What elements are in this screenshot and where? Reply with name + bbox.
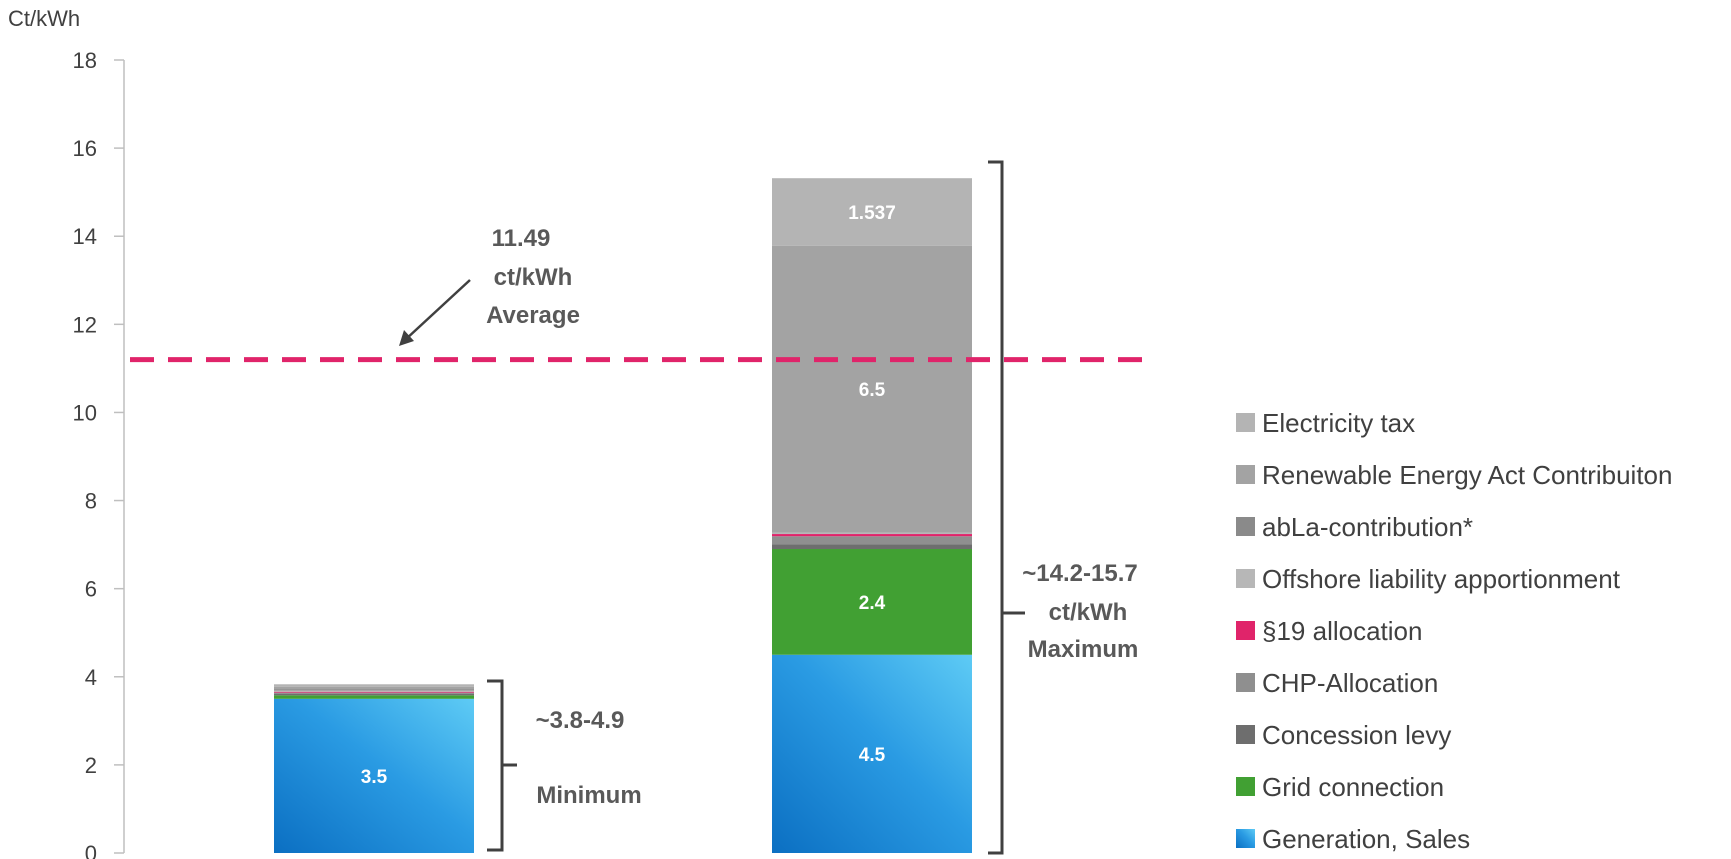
minimum-bracket: ~3.8-4.9 Minimum — [487, 679, 642, 852]
legend-item-label: CHP-Allocation — [1262, 668, 1438, 698]
legend-swatch — [1236, 621, 1255, 640]
maximum-bracket: ~14.2-15.7 ct/kWh Maximum — [988, 160, 1139, 855]
legend-item-label: Generation, Sales — [1262, 824, 1470, 854]
bar-segment — [772, 549, 972, 655]
y-axis-label: Ct/kWh — [8, 6, 80, 31]
y-tick-label: 18 — [73, 48, 97, 73]
bar-segment — [274, 684, 474, 687]
bar-segment — [772, 178, 972, 246]
minimum-label: Minimum — [536, 782, 641, 809]
legend-swatch — [1236, 569, 1255, 588]
legend-swatch — [1236, 465, 1255, 484]
bar-segment — [274, 686, 474, 690]
bar-segment — [772, 534, 972, 537]
y-tick-label: 10 — [73, 400, 97, 425]
bars — [274, 178, 972, 853]
y-tick-label: 14 — [73, 224, 97, 249]
y-axis: 0 2 4 6 8 10 12 14 16 18 — [73, 48, 125, 859]
bar-segment — [274, 691, 474, 693]
legend-swatch — [1236, 413, 1255, 432]
data-label: 2.4 — [859, 593, 886, 614]
bar-segment — [772, 245, 972, 533]
legend-swatch — [1236, 777, 1255, 796]
y-tick-label: 6 — [85, 577, 97, 602]
legend-item-label: §19 allocation — [1262, 616, 1422, 646]
bar-segment — [274, 693, 474, 696]
maximum-range: ~14.2-15.7 — [1022, 560, 1137, 587]
legend-swatch — [1236, 725, 1255, 744]
y-tick-label: 0 — [85, 841, 97, 859]
legend: Electricity tax Renewable Energy Act Cont… — [1236, 408, 1672, 854]
maximum-label: Maximum — [1028, 636, 1139, 663]
y-tick-label: 2 — [85, 753, 97, 778]
bar-segment — [772, 536, 972, 545]
average-unit: ct/kWh — [494, 264, 573, 291]
bar-segment — [772, 532, 972, 535]
bar-segment — [274, 689, 474, 691]
bar-segment — [274, 692, 474, 694]
bar-segment — [772, 654, 972, 853]
legend-swatch — [1236, 517, 1255, 536]
legend-item-label: Renewable Energy Act Contribuiton — [1262, 460, 1672, 490]
data-label: 1.537 — [848, 203, 896, 224]
legend-swatch — [1236, 673, 1255, 692]
average-arrow — [404, 279, 471, 341]
legend-item-label: Electricity tax — [1262, 408, 1415, 438]
average-annotation: 11.49 ct/kWh Average — [399, 225, 580, 346]
segment-labels: 3.5 4.5 2.4 6.5 1.537 — [361, 203, 896, 788]
maximum-unit: ct/kWh — [1049, 599, 1128, 626]
legend-item-label: Grid connection — [1262, 772, 1444, 802]
y-tick-label: 12 — [73, 312, 97, 337]
data-label: 4.5 — [859, 745, 886, 766]
bar-segment — [772, 544, 972, 550]
average-label: Average — [486, 302, 580, 329]
legend-item-label: Offshore liability apportionment — [1262, 564, 1621, 594]
y-tick-label: 16 — [73, 136, 97, 161]
legend-item-label: abLa-contribution* — [1262, 512, 1473, 542]
bar-segment — [274, 690, 474, 692]
legend-item-label: Concession levy — [1262, 720, 1451, 750]
data-label: 3.5 — [361, 767, 388, 788]
average-value: 11.49 — [492, 225, 551, 252]
minimum-range: ~3.8-4.9 — [536, 707, 625, 734]
y-tick-label: 8 — [85, 489, 97, 514]
bar-segment — [772, 532, 972, 533]
average-arrowhead — [399, 330, 414, 346]
bar-segment — [274, 695, 474, 699]
y-tick-label: 4 — [85, 665, 97, 690]
bar-segment — [274, 698, 474, 853]
data-label: 6.5 — [859, 380, 886, 401]
legend-swatch — [1236, 829, 1255, 848]
